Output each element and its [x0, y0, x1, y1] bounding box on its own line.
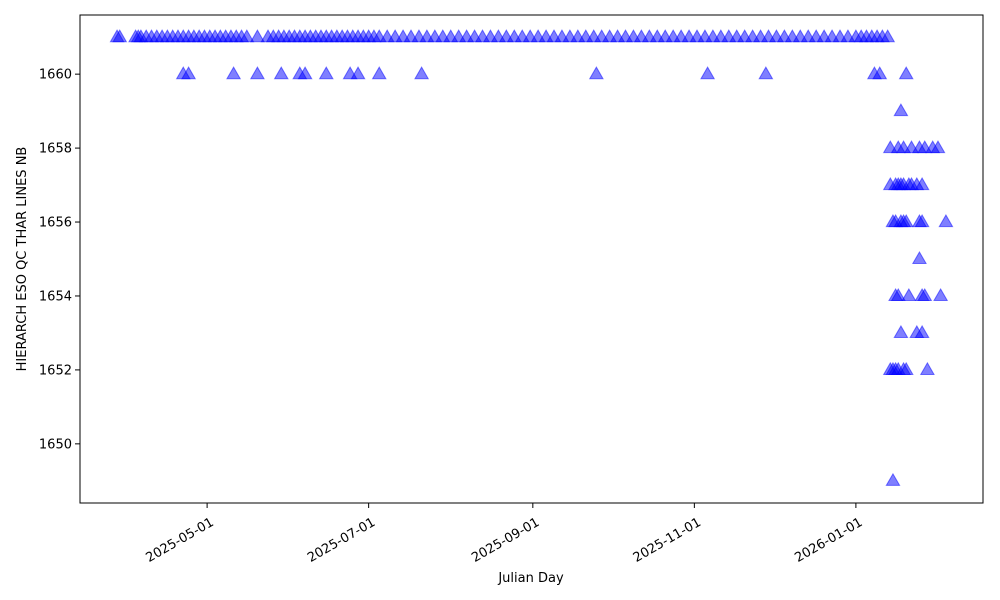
data-point	[901, 287, 917, 302]
y-tick-label: 1658	[39, 142, 72, 157]
data-point	[112, 29, 128, 43]
y-axis: 1650 1652 1654 1656 1658 1660	[39, 68, 80, 452]
x-axis: 2025-05-01 2025-07-01 2025-09-01 2025-11-01…	[144, 503, 865, 566]
x-tick-label: 2026-01-01	[792, 515, 865, 566]
data-point	[898, 361, 914, 375]
plot-frame	[79, 14, 984, 504]
data-point	[914, 177, 930, 191]
data-point	[893, 324, 909, 338]
x-tick-label: 2025-09-01	[469, 515, 542, 566]
data-point	[758, 66, 774, 80]
points-layer	[109, 29, 954, 486]
y-tick-label: 1656	[39, 216, 72, 231]
data-point	[700, 66, 716, 80]
x-axis-label: Julian Day	[497, 571, 564, 586]
data-point	[914, 214, 930, 228]
data-point	[898, 214, 914, 228]
data-point	[872, 66, 888, 80]
data-point	[917, 287, 933, 302]
data-point	[938, 214, 954, 228]
data-point	[890, 287, 906, 302]
y-tick-label: 1660	[39, 68, 72, 83]
x-tick-label: 2025-11-01	[631, 515, 704, 566]
data-point	[414, 66, 430, 80]
data-point	[898, 66, 914, 80]
x-tick-label: 2025-05-01	[144, 515, 217, 566]
data-point	[226, 66, 242, 80]
data-point	[249, 29, 265, 43]
y-tick-label: 1652	[39, 363, 72, 378]
data-point	[914, 324, 930, 338]
data-point	[880, 29, 896, 43]
data-point	[318, 66, 334, 80]
data-point	[911, 250, 927, 265]
data-point	[350, 66, 366, 80]
y-axis-label: HIERARCH ESO QC THAR LINES NB	[15, 147, 30, 372]
data-point	[933, 287, 949, 302]
data-point	[273, 66, 289, 80]
y-tick-label: 1654	[39, 289, 72, 304]
x-tick-label: 2025-07-01	[305, 515, 378, 566]
data-point	[181, 66, 197, 80]
data-point	[371, 66, 387, 80]
data-point	[893, 103, 909, 117]
data-point	[930, 140, 946, 154]
data-point	[239, 29, 255, 43]
data-point	[885, 472, 901, 486]
data-point	[588, 66, 604, 80]
y-tick-label: 1650	[39, 437, 72, 452]
data-point	[297, 66, 313, 80]
data-point	[249, 66, 265, 80]
data-point	[919, 361, 935, 375]
